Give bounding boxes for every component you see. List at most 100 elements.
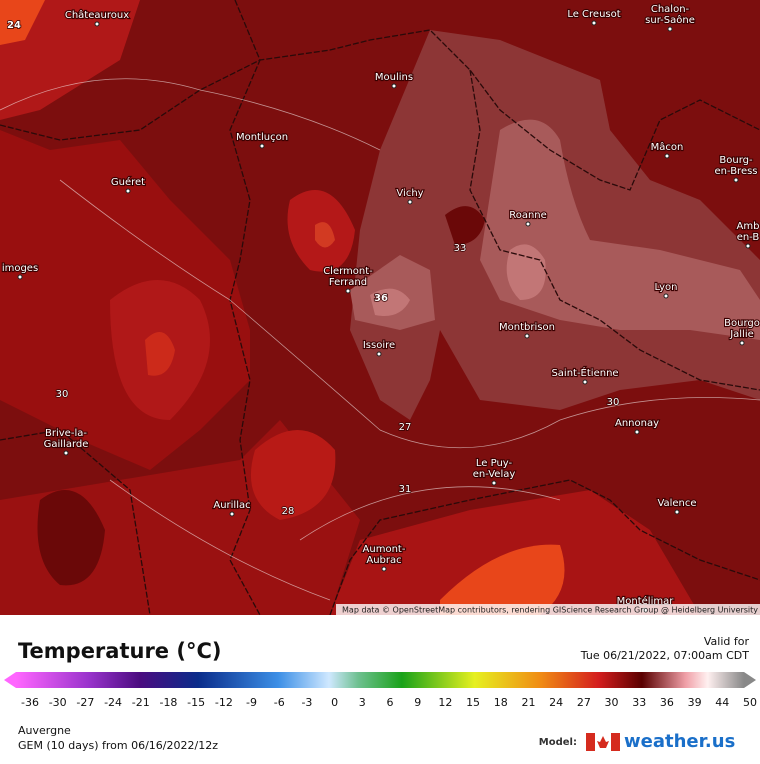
colorbar-tick-label: -30: [49, 696, 67, 709]
city-dot: [745, 243, 751, 249]
colorbar-tick-label: 24: [549, 696, 563, 709]
colorbar: [16, 672, 744, 688]
city-label: Saint-Étienne: [551, 366, 618, 379]
city-label: Aumont-: [363, 544, 406, 555]
colorbar-tick-label: 9: [414, 696, 421, 709]
contour-label: 33: [454, 243, 467, 254]
city-dot: [664, 153, 670, 159]
city-dot: [94, 21, 100, 27]
city-dot: [667, 26, 673, 32]
city-label: Aurillac: [213, 500, 250, 511]
legend-title: Temperature (°C): [18, 639, 221, 663]
city-dot: [733, 177, 739, 183]
city-label: Guéret: [111, 176, 145, 188]
model-run: GEM (10 days) from 06/16/2022/12z: [18, 739, 218, 752]
contour-label: 36: [374, 293, 388, 304]
map: Châteauroux Le Creusot Chalon-sur-Saône Mou…: [0, 0, 760, 616]
city-dot: [582, 379, 588, 385]
colorbar-tick-label: -36: [21, 696, 39, 709]
city-dot: [407, 199, 413, 205]
colorbar-max-arrow: [744, 672, 756, 688]
city-label: Mâcon: [651, 141, 684, 153]
city-label: sur-Saône: [645, 14, 695, 26]
attribution: Map data © OpenStreetMap contributors, r…: [342, 606, 758, 615]
city-dot: [524, 333, 530, 339]
city-dot: [663, 293, 669, 299]
city-dot: [125, 188, 131, 194]
city-dot: [229, 511, 235, 517]
colorbar-tick-label: -3: [301, 696, 312, 709]
city-label: Châteauroux: [65, 9, 129, 21]
city-label: en-Bress: [714, 166, 757, 177]
colorbar-tick-label: -21: [132, 696, 150, 709]
city-label: Aubrac: [366, 555, 401, 566]
city-dot: [345, 288, 351, 294]
colorbar-tick-label: 6: [387, 696, 394, 709]
city-label: imoges: [2, 263, 38, 274]
city-dot: [381, 566, 387, 572]
city-dot: [63, 450, 69, 456]
colorbar-tick-label: -27: [76, 696, 94, 709]
region: Auvergne: [18, 724, 71, 737]
city-label: Montluçon: [236, 132, 288, 143]
colorbar-tick-label: 44: [715, 696, 729, 709]
city-dot: [591, 20, 597, 26]
contour-label: 27: [399, 422, 412, 433]
city-label: Montbrison: [499, 322, 555, 333]
city-label: Roanne: [509, 210, 547, 221]
colorbar-tick-label: -12: [215, 696, 233, 709]
city-label: en-Velay: [473, 469, 516, 480]
city-label: Issoire: [363, 340, 395, 351]
colorbar-tick-label: 33: [632, 696, 646, 709]
city-label: Le Creusot: [567, 9, 620, 20]
city-dot: [17, 274, 23, 280]
colorbar-tick-label: 12: [438, 696, 452, 709]
colorbar-tick-label: -9: [246, 696, 257, 709]
city-label: Moulins: [375, 72, 413, 83]
colorbar-tick-label: 21: [521, 696, 535, 709]
city-label: Le Puy-: [476, 458, 513, 469]
valid-label: Valid for: [704, 635, 750, 648]
city-dot: [525, 221, 531, 227]
colorbar-tick-label: 30: [605, 696, 619, 709]
city-dot: [376, 351, 382, 357]
contour-label: 24: [7, 20, 21, 31]
city-label: Clermont-: [323, 266, 373, 277]
city-dot: [634, 429, 640, 435]
contour-label: 28: [282, 506, 295, 517]
contour-label: 30: [607, 397, 620, 408]
colorbar-tick-label: 39: [688, 696, 702, 709]
city-label: Jallie: [729, 329, 754, 340]
colorbar-tick-label: 0: [331, 696, 338, 709]
city-dot: [739, 340, 745, 346]
city-label: Valence: [657, 498, 696, 509]
city-dot: [391, 83, 397, 89]
isotherms: [0, 78, 760, 601]
colorbar-tick-label: -6: [274, 696, 285, 709]
city-label: Gaillarde: [44, 439, 89, 450]
model-label: Model:: [539, 737, 577, 748]
city-label: Ferrand: [329, 277, 367, 288]
city-label: Annonay: [615, 418, 659, 429]
city-label: Chalon-: [651, 4, 690, 15]
city-dot: [674, 509, 680, 515]
city-label: Bourg-: [719, 155, 753, 166]
contour-label: 31: [399, 484, 412, 495]
city-label: en-B: [737, 232, 760, 243]
city-label: Amb: [737, 221, 760, 232]
city-dot: [491, 480, 497, 486]
colorbar-tick-label: -24: [104, 696, 122, 709]
colorbar-tick-label: 36: [660, 696, 674, 709]
colorbar-tick-label: 3: [359, 696, 366, 709]
colorbar-tick-label: 18: [494, 696, 508, 709]
contour-label: 30: [56, 389, 69, 400]
colorbar-tick-label: -18: [159, 696, 177, 709]
city-label: Vichy: [396, 188, 423, 199]
colorbar-tick-label: 27: [577, 696, 591, 709]
city-label: Brive-la-: [45, 428, 87, 439]
colorbar-tick-label: 50: [743, 696, 757, 709]
city-label: Bourgo: [724, 318, 760, 329]
brand[interactable]: weather.us: [624, 731, 735, 752]
valid-time: Tue 06/21/2022, 07:00am CDT: [580, 649, 749, 662]
